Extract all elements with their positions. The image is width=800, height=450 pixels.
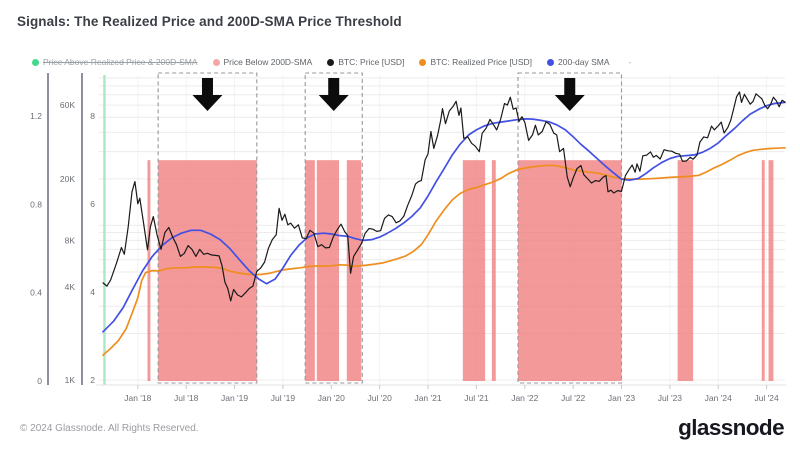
signal-axis-tick: 1.2 xyxy=(30,111,42,121)
down-arrow-annotation xyxy=(554,78,585,111)
x-axis-tick: Jul '18 xyxy=(174,393,199,403)
price-axis-tick: 4K xyxy=(65,282,76,292)
legend-color-dot xyxy=(327,58,335,66)
x-axis-tick: Jan '21 xyxy=(414,393,441,403)
price-below-sma-band xyxy=(761,160,765,381)
third-axis-tick: 4 xyxy=(90,287,95,297)
x-axis-tick: Jan '24 xyxy=(705,393,732,403)
copyright-text: © 2024 Glassnode. All Rights Reserved. xyxy=(20,423,199,434)
down-arrow-annotation xyxy=(318,78,349,111)
price-below-sma-band xyxy=(316,160,340,381)
x-axis-tick: Jan '23 xyxy=(608,393,635,403)
legend-color-dot xyxy=(547,58,554,66)
signal-highlight-box xyxy=(157,72,258,384)
x-axis-tick: Jan '20 xyxy=(318,393,345,403)
x-axis-tick: Jan '19 xyxy=(221,393,248,403)
btc-price-line xyxy=(102,91,786,302)
x-axis-tick: Jan '22 xyxy=(511,393,538,403)
price-axis-tick: 60K xyxy=(60,100,75,110)
signal-axis-tick: 0.4 xyxy=(30,288,42,298)
price-below-sma-band xyxy=(147,160,151,381)
legend-color-dot xyxy=(32,58,39,66)
signal-axis-tick: 0.8 xyxy=(30,199,42,209)
x-axis-tick: Jul '22 xyxy=(561,393,586,403)
third-axis-tick: 6 xyxy=(90,199,95,209)
price-below-sma-band xyxy=(346,160,362,381)
legend-color-dot xyxy=(212,58,220,66)
x-axis-tick: Jan '18 xyxy=(124,393,151,403)
sma-200d-line xyxy=(102,101,786,333)
price-below-sma-band xyxy=(768,160,774,381)
legend-item-2[interactable]: BTC: Price [USD] xyxy=(327,58,404,67)
signal-highlight-box xyxy=(304,72,363,384)
price-below-sma-band xyxy=(462,160,486,381)
down-arrow-annotation xyxy=(192,78,223,111)
legend-item-4[interactable]: 200-day SMA xyxy=(547,58,610,67)
third-axis-tick: 8 xyxy=(90,111,95,121)
realized-price-line xyxy=(102,146,786,356)
signal-axis-tick: 0 xyxy=(37,376,42,386)
legend-item-3[interactable]: BTC: Realized Price [USD] xyxy=(419,58,532,67)
legend-trailing-dash: - xyxy=(628,57,632,67)
legend-item-0[interactable]: Price Above Realized Price & 200D-SMA xyxy=(32,58,198,67)
signal-highlight-box xyxy=(517,72,623,384)
price-axis-tick: 8K xyxy=(65,235,76,245)
x-axis-tick: Jul '20 xyxy=(368,393,393,403)
price-axis-tick: 1K xyxy=(65,375,76,385)
price-below-sma-band xyxy=(518,160,622,381)
legend-item-label: 200-day SMA xyxy=(558,56,610,67)
price-below-sma-band xyxy=(677,160,694,381)
price-below-sma-band xyxy=(158,160,257,381)
legend-item-label: Price Below 200D-SMA xyxy=(223,56,313,67)
legend-item-label: Price Above Realized Price & 200D-SMA xyxy=(43,56,198,67)
legend-item-label: BTC: Realized Price [USD] xyxy=(430,56,532,67)
legend: Price Above Realized Price & 200D-SMA Pri… xyxy=(32,57,631,67)
glassnode-logo: glassnode xyxy=(678,415,784,440)
legend-item-1[interactable]: Price Below 200D-SMA xyxy=(212,56,313,67)
x-axis-tick: Jul '24 xyxy=(754,393,779,403)
price-axis-tick: 20K xyxy=(60,174,75,184)
x-axis-tick: Jul '19 xyxy=(271,393,296,403)
legend-color-dot xyxy=(419,58,427,66)
third-axis-tick: 2 xyxy=(90,375,95,385)
price-below-sma-band xyxy=(305,160,315,381)
price-below-sma-band xyxy=(491,160,496,381)
chart-title: Signals: The Realized Price and 200D-SMA… xyxy=(17,14,402,29)
x-axis-tick: Jul '21 xyxy=(464,393,489,403)
legend-item-label: BTC: Price [USD] xyxy=(338,56,405,67)
x-axis-tick: Jul '23 xyxy=(658,393,683,403)
